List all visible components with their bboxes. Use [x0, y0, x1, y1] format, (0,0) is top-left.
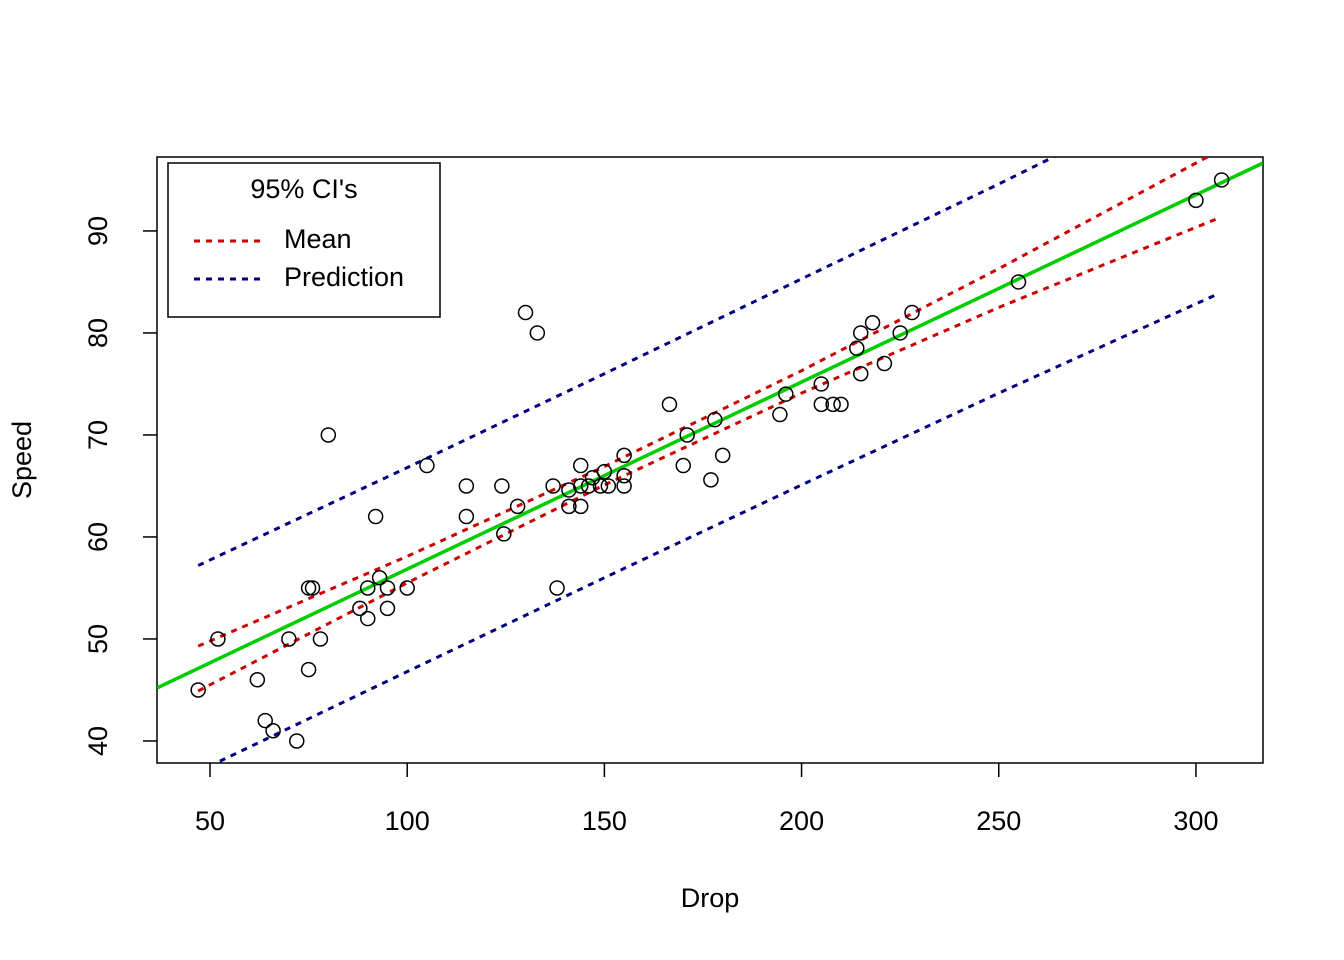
plot-frame [156, 156, 1264, 764]
data-point [616, 468, 632, 484]
data-point [703, 472, 719, 488]
data-point [679, 427, 695, 443]
data-point [304, 580, 321, 596]
data-point [1188, 192, 1204, 209]
data-point [714, 447, 731, 464]
data-point [864, 315, 881, 331]
ci-lower-line [212, 291, 1221, 763]
data-point [572, 478, 589, 494]
y-tick-label: 80 [83, 318, 113, 348]
data-point [549, 580, 565, 596]
data-point [529, 325, 546, 341]
data-point [596, 463, 613, 480]
data-point [399, 580, 415, 596]
data-point [300, 580, 317, 596]
data-point [876, 355, 893, 372]
data-point [600, 478, 617, 494]
y-tick-label: 90 [83, 216, 113, 246]
data-point [360, 580, 376, 596]
data-point [367, 508, 384, 525]
data-point [509, 498, 526, 515]
data-point [379, 580, 396, 596]
legend-label: Prediction [284, 262, 404, 292]
data-point [249, 672, 266, 688]
data-point [592, 478, 609, 494]
data-point [813, 396, 830, 413]
x-tick-label: 50 [195, 806, 225, 836]
data-point [379, 600, 396, 617]
data-point [545, 478, 561, 494]
data-point [825, 396, 841, 413]
data-point [352, 600, 368, 617]
data-point [312, 631, 329, 647]
data-point [707, 411, 723, 428]
plot-area [157, 157, 1263, 763]
data-point [210, 631, 226, 647]
data-point [772, 406, 788, 423]
data-point [190, 682, 206, 698]
data-point [517, 304, 534, 321]
data-point [300, 661, 317, 678]
ci-upper-line [197, 157, 1211, 648]
x-tick-label: 300 [1173, 806, 1218, 836]
y-tick-label: 60 [83, 522, 113, 552]
legend-box [167, 162, 441, 318]
x-tick-label: 150 [582, 806, 627, 836]
data-point [1010, 274, 1027, 290]
legend-title: 95% CI's [250, 174, 357, 204]
data-point [265, 723, 281, 739]
data-point [904, 304, 920, 321]
data-point [849, 340, 865, 357]
y-tick-label: 70 [83, 420, 113, 450]
y-tick-label: 50 [83, 624, 113, 654]
legend-label: Mean [284, 224, 352, 254]
data-point [778, 386, 794, 402]
x-tick-label: 250 [976, 806, 1021, 836]
data-point [419, 457, 435, 474]
data-point [813, 376, 830, 392]
data-point [281, 631, 297, 647]
y-tick-label: 40 [83, 726, 113, 756]
x-tick-label: 100 [385, 806, 430, 836]
data-point [371, 570, 388, 586]
data-point [1213, 172, 1230, 188]
data-point [852, 325, 869, 341]
data-point [833, 396, 849, 413]
data-point [458, 508, 475, 525]
data-point [572, 498, 589, 515]
data-point [257, 712, 273, 729]
ci-upper-line [197, 157, 1057, 567]
data-point [458, 478, 475, 494]
data-point [892, 325, 908, 341]
data-point [584, 470, 601, 486]
y-axis-label: Speed [7, 421, 37, 499]
data-point [616, 478, 632, 494]
data-point [494, 478, 510, 494]
x-axis-label: Drop [681, 883, 740, 913]
data-point [616, 447, 632, 464]
data-point [675, 457, 692, 474]
data-point [360, 610, 376, 627]
data-point [320, 427, 337, 443]
data-point [496, 526, 512, 542]
data-point [561, 498, 577, 515]
ci-lower-line [197, 216, 1221, 693]
data-point [661, 396, 678, 413]
data-point [580, 478, 597, 494]
x-tick-label: 200 [779, 806, 824, 836]
data-point [852, 366, 869, 382]
data-point [572, 457, 589, 474]
data-point [289, 733, 305, 749]
